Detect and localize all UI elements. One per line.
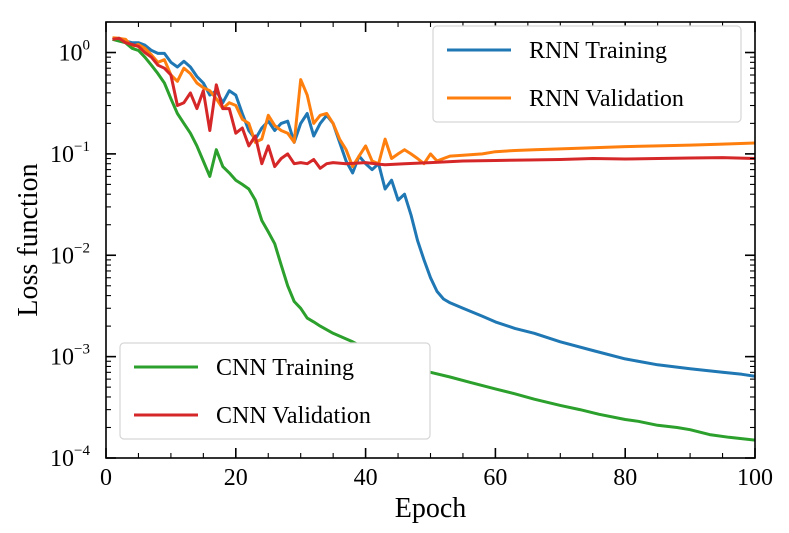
series-line-cnn-training: [112, 37, 755, 442]
legend-label-rnn-training: RNN Training: [529, 38, 667, 64]
legend-label-cnn-validation: CNN Validation: [216, 403, 371, 429]
y-tick-exponent: −3: [74, 342, 90, 358]
series-line-rnn-training: [112, 36, 755, 378]
y-axis-title: Loss function: [13, 163, 44, 316]
y-tick-label: 10−3: [50, 342, 90, 371]
y-tick-label: 10−2: [50, 240, 90, 269]
y-tick-label: 10−1: [50, 139, 90, 168]
y-tick-exponent: 0: [83, 38, 91, 54]
x-tick-label: 60: [483, 465, 507, 491]
x-tick-label: 40: [354, 465, 378, 491]
x-axis-title: Epoch: [395, 493, 467, 524]
y-tick-base: 10: [50, 345, 74, 371]
series-line-rnn-validation: [112, 36, 755, 169]
x-tick-label: 20: [224, 465, 248, 491]
y-tick-label: 100: [59, 38, 91, 67]
legend-cnn: CNN Training CNN Validation: [119, 342, 431, 440]
x-tick-label: 100: [737, 465, 773, 491]
y-tick-base: 10: [50, 142, 74, 168]
y-tick-base: 10: [59, 41, 83, 67]
y-tick-exponent: −4: [74, 443, 90, 459]
y-tick-exponent: −1: [74, 139, 90, 155]
y-tick-exponent: −2: [74, 240, 90, 256]
legend-rnn: RNN Training RNN Validation: [432, 25, 742, 123]
y-tick-label: 10−4: [50, 443, 90, 472]
y-tick-base: 10: [50, 243, 74, 269]
plot-curves: [112, 36, 755, 442]
y-tick-base: 10: [50, 446, 74, 472]
legend-label-cnn-training: CNN Training: [216, 355, 354, 381]
x-tick-label: 0: [100, 465, 112, 491]
series-line-cnn-validation: [112, 36, 755, 170]
x-tick-label: 80: [613, 465, 637, 491]
legend-label-rnn-validation: RNN Validation: [529, 86, 684, 112]
